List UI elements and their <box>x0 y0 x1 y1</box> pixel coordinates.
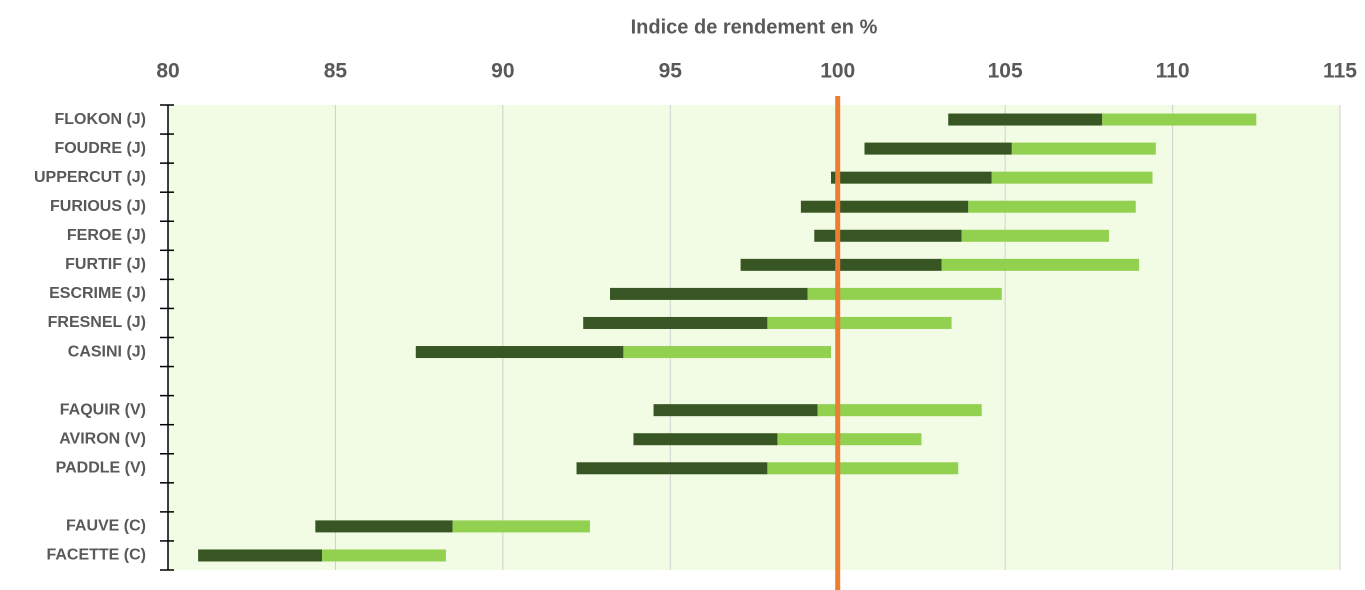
bar-segment <box>1011 142 1156 155</box>
y-tick-label: ESCRIME (J) <box>49 285 146 302</box>
bar-segment <box>415 346 624 359</box>
x-tick-label: 95 <box>659 60 683 83</box>
bar-segment <box>740 258 942 271</box>
y-tick-label: FEROE (J) <box>67 227 146 244</box>
bar-segment <box>831 171 992 184</box>
x-tick-label: 115 <box>1323 60 1357 83</box>
y-tick-label: CASINI (J) <box>68 343 146 360</box>
bar-segment <box>968 200 1136 213</box>
plot-area <box>168 105 1340 570</box>
y-tick-label: AVIRON (V) <box>59 430 146 447</box>
bar-segment <box>610 287 808 300</box>
bar-segment <box>948 113 1103 126</box>
bar-segment <box>961 229 1109 242</box>
x-tick-label: 85 <box>324 60 348 83</box>
axis-title: Indice de rendement en % <box>631 16 878 38</box>
y-tick-label: FLOKON (J) <box>54 111 146 128</box>
x-tick-label: 105 <box>988 60 1023 83</box>
bar-segment <box>633 433 778 446</box>
bar-segment <box>814 229 962 242</box>
bar-segment <box>777 433 922 446</box>
bar-segment <box>576 462 768 475</box>
y-tick-label: FRESNEL (J) <box>48 314 146 331</box>
bar-segment <box>653 404 818 417</box>
y-tick-label: FACETTE (C) <box>46 547 146 564</box>
y-tick-label: FAQUIR (V) <box>60 401 146 418</box>
x-tick-label: 90 <box>491 60 514 83</box>
bar-segment <box>800 200 969 213</box>
bar-segment <box>1102 113 1257 126</box>
y-tick-label: UPPERCUT (J) <box>34 169 146 186</box>
bar-segment <box>991 171 1153 184</box>
bar-segment <box>315 520 453 533</box>
bar-segment <box>198 549 323 562</box>
y-tick-label: FURTIF (J) <box>65 256 146 273</box>
x-tick-label: 110 <box>1156 60 1190 83</box>
bar-segment <box>817 404 982 417</box>
bar-segment <box>767 316 952 329</box>
bar-segment <box>322 549 446 562</box>
y-tick-label: FOUDRE (J) <box>54 140 146 157</box>
bar-segment <box>767 462 959 475</box>
y-tick-label: FURIOUS (J) <box>50 198 146 215</box>
bar-segment <box>623 346 832 359</box>
y-tick-label: PADDLE (V) <box>56 460 146 477</box>
bar-segment <box>583 316 768 329</box>
y-tick-label: FAUVE (C) <box>66 518 146 535</box>
bar-segment <box>864 142 1012 155</box>
bar-segment <box>807 287 1002 300</box>
bar-segment <box>452 520 590 533</box>
bar-segment <box>941 258 1140 271</box>
x-tick-label: 100 <box>820 60 855 83</box>
x-tick-label: 80 <box>156 60 179 83</box>
